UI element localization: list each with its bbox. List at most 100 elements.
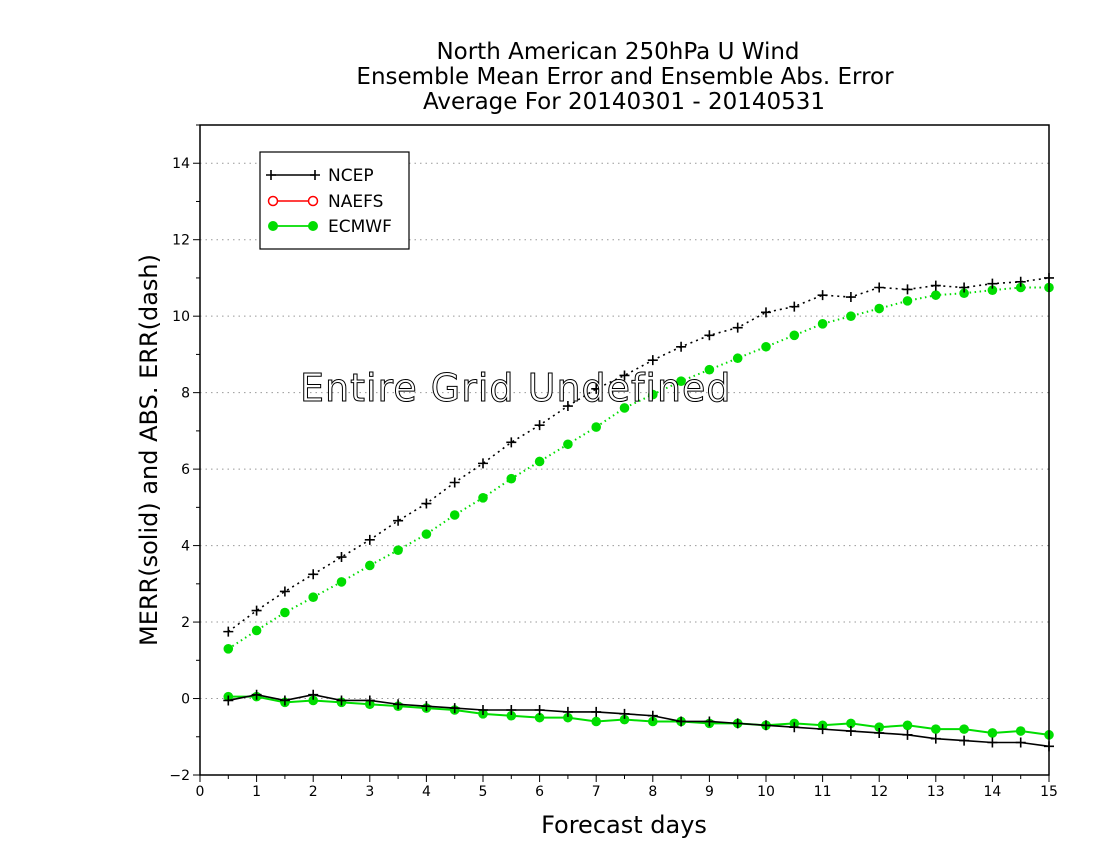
ecmwf-data-point xyxy=(817,319,828,329)
title-line-2: Ensemble Mean Error and Ensemble Abs. Er… xyxy=(356,64,894,90)
ncep-data-point xyxy=(336,695,347,706)
title-line-1: North American 250hPa U Wind xyxy=(436,39,799,65)
ecmwf-data-point xyxy=(591,716,601,727)
x-tick-label: 13 xyxy=(927,784,945,800)
ecmwf-data-point xyxy=(987,285,998,295)
ncep-data-point xyxy=(619,370,630,381)
ncep-data-point xyxy=(959,735,970,746)
ecmwf-data-point xyxy=(874,722,884,733)
ecmwf-data-point xyxy=(789,330,800,341)
ncep-data-point xyxy=(364,695,375,706)
ncep-data-point xyxy=(704,716,715,727)
x-tick-label: 1 xyxy=(252,784,261,800)
plot-frame xyxy=(199,124,1050,776)
ncep-data-point xyxy=(902,284,913,295)
ecmwf-data-point xyxy=(931,724,941,734)
legend-ecmwf-label: ECMWF xyxy=(328,217,392,237)
ecmwf-data-point xyxy=(506,473,517,484)
ecmwf-data-point xyxy=(648,389,658,400)
x-tick-label: 8 xyxy=(648,784,657,800)
data-series xyxy=(223,272,1054,752)
ncep-data-point xyxy=(789,722,800,733)
ncep-data-point xyxy=(251,605,262,616)
gridlines xyxy=(200,162,1049,776)
ncep-data-point xyxy=(308,689,319,700)
ecmwf-data-point xyxy=(846,718,856,729)
ncep-data-point xyxy=(562,401,573,412)
x-tick-label: 0 xyxy=(196,784,205,800)
ecmwf-data-point xyxy=(506,710,517,721)
ecmwf-data-point xyxy=(534,712,545,723)
ncep-data-point xyxy=(647,355,658,366)
ncep-abs-error-line xyxy=(227,277,1050,633)
y-tick-label: 14 xyxy=(172,156,190,172)
ecmwf-data-point xyxy=(591,422,601,432)
y-tick-label: 0 xyxy=(181,692,190,708)
ecmwf-data-point xyxy=(874,303,884,314)
y-tick-label: 12 xyxy=(172,233,190,249)
x-tick-label: 14 xyxy=(983,784,1001,800)
ecmwf-data-point xyxy=(648,716,658,727)
ecmwf-data-point xyxy=(251,625,262,636)
legend-ncep-label: NCEP xyxy=(328,166,374,186)
x-tick-label: 6 xyxy=(535,784,544,800)
legend-ecmwf-filled-circle-marker xyxy=(308,221,318,231)
ecmwf-mean-error-line xyxy=(228,695,1050,736)
ncep-data-point xyxy=(874,727,885,738)
ncep-data-point xyxy=(591,383,602,394)
ncep-data-point xyxy=(789,301,800,312)
ecmwf-data-point xyxy=(1015,726,1026,736)
ncep-data-point xyxy=(845,726,856,737)
ncep-data-point xyxy=(930,280,941,291)
ecmwf-data-point xyxy=(223,644,234,654)
ecmwf-data-point xyxy=(676,376,686,386)
x-tick-label: 11 xyxy=(814,784,832,800)
ecmwf-data-point xyxy=(280,607,290,618)
ecmwf-data-point xyxy=(987,728,998,738)
ecmwf-data-point xyxy=(365,560,375,571)
ncep-data-point xyxy=(421,701,432,712)
ncep-data-point xyxy=(393,699,404,710)
x-tick-label: 3 xyxy=(365,784,374,800)
x-tick-label: 7 xyxy=(592,784,601,800)
ecmwf-data-point xyxy=(704,364,715,375)
ecmwf-data-point xyxy=(449,510,460,520)
series-ncep xyxy=(223,272,1054,752)
ecmwf-data-point xyxy=(959,288,969,299)
ecmwf-data-point xyxy=(959,724,969,734)
legend-ncep-plus-marker xyxy=(266,170,320,180)
series-ecmwf xyxy=(223,282,1054,740)
ncep-data-point xyxy=(364,534,375,545)
ecmwf-data-point xyxy=(336,577,347,587)
ncep-data-point xyxy=(647,710,658,721)
ecmwf-data-point xyxy=(619,403,630,413)
ncep-data-point xyxy=(478,458,488,469)
ecmwf-data-point xyxy=(902,296,913,306)
ecmwf-data-point xyxy=(308,695,319,706)
x-axis-label: Forecast days xyxy=(541,811,707,839)
ncep-data-point xyxy=(845,292,856,303)
ncep-data-point xyxy=(732,322,743,333)
ncep-data-point xyxy=(506,705,517,715)
legend-naefs-label: NAEFS xyxy=(328,192,383,212)
legend-naefs-open-circle-marker xyxy=(307,195,319,207)
x-tick-label: 4 xyxy=(422,784,431,800)
x-tick-label: 12 xyxy=(870,784,888,800)
ncep-data-point xyxy=(902,729,913,740)
ncep-data-point xyxy=(393,515,404,526)
y-tick-label: 8 xyxy=(181,386,190,402)
ncep-data-point xyxy=(562,706,573,717)
ncep-data-point xyxy=(449,703,460,714)
ecmwf-data-point xyxy=(421,529,432,539)
legend-ecmwf-filled-circle-marker xyxy=(268,221,278,231)
ecmwf-data-point xyxy=(931,290,941,300)
ncep-data-point xyxy=(817,290,828,301)
ecmwf-data-point xyxy=(619,714,630,725)
ecmwf-data-point xyxy=(478,492,488,503)
ncep-data-point xyxy=(534,705,545,715)
ecmwf-data-point xyxy=(846,311,856,321)
ncep-data-point xyxy=(987,737,998,748)
legend-naefs-open-circle-marker xyxy=(267,195,279,207)
